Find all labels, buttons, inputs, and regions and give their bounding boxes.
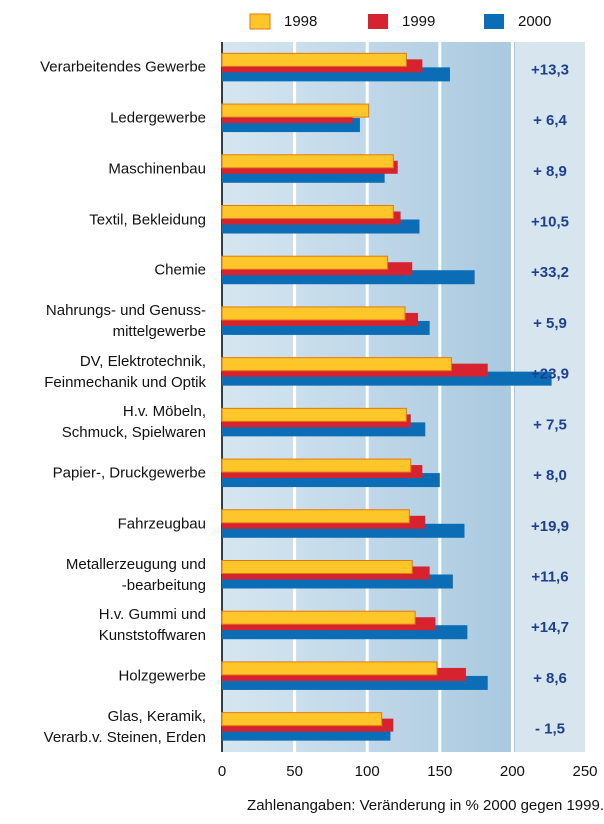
change-label: - 1,5 — [535, 721, 565, 738]
category-label: Glas, Keramik, Verarb.v. Steinen, Erden — [43, 707, 206, 746]
legend-label: 1998 — [284, 13, 317, 30]
bar — [221, 154, 394, 169]
category-label: H.v. Gummi und Kunststoffwaren — [98, 606, 206, 645]
category-label: Nahrungs- und Genuss- mittelgewerbe — [45, 301, 206, 340]
change-label: +19,9 — [531, 518, 569, 535]
category-label: Papier-, Druckgewerbe — [52, 464, 206, 482]
bar — [221, 103, 370, 118]
bar — [221, 255, 389, 270]
bar — [221, 52, 407, 67]
change-label: + 6,4 — [533, 112, 567, 129]
category-label: Textil, Bekleidung — [89, 211, 206, 228]
change-label: + 8,0 — [533, 467, 567, 484]
change-label: + 5,9 — [533, 315, 567, 332]
x-tick-label: 100 — [355, 763, 380, 780]
x-tick-label: 200 — [500, 763, 525, 780]
change-label: +10,5 — [531, 213, 569, 230]
bar — [221, 407, 407, 422]
x-tick-label: 250 — [572, 763, 597, 780]
change-label: +11,6 — [531, 568, 568, 585]
category-label: Maschinenbau — [108, 160, 206, 178]
category-label: Verarbeitendes Gewerbe — [40, 58, 206, 76]
bar — [221, 661, 438, 676]
category-label: Fahrzeugbau — [117, 515, 206, 533]
category-label: Holzgewerbe — [118, 667, 206, 685]
bar — [221, 205, 394, 219]
category-label: Metallerzeugung und -bearbeitung — [65, 555, 206, 594]
x-tick-label: 50 — [286, 763, 303, 780]
bar — [221, 560, 413, 574]
bar — [221, 306, 406, 321]
bar — [221, 509, 410, 524]
bar — [221, 712, 383, 727]
legend-label: 2000 — [518, 13, 551, 30]
change-label: +13,3 — [531, 61, 569, 78]
change-label: + 7,5 — [533, 416, 567, 433]
bar — [221, 458, 412, 473]
x-tick-label: 0 — [218, 763, 226, 780]
footnote: Zahlenangaben: Veränderung in % 2000 geg… — [247, 797, 604, 814]
legend-swatch — [368, 14, 388, 29]
category-label: H.v. Möbeln, Schmuck, Spielwaren — [61, 403, 206, 442]
change-label: +23,9 — [531, 366, 569, 383]
bar — [221, 357, 452, 372]
change-column-background — [515, 42, 585, 752]
bar — [221, 610, 416, 625]
legend-label: 1999 — [402, 13, 435, 30]
change-label: + 8,6 — [533, 670, 567, 687]
change-label: +14,7 — [531, 619, 569, 636]
change-label: +33,2 — [531, 264, 569, 281]
category-label: DV, Elektrotechnik, Feinmechanik und Opt… — [44, 352, 206, 391]
x-tick-label: 150 — [427, 763, 452, 780]
category-label: Ledergewerbe — [110, 109, 206, 127]
legend-swatch — [484, 14, 504, 29]
legend-swatch — [249, 13, 271, 30]
change-label: + 8,9 — [533, 163, 567, 180]
category-label: Chemie — [154, 261, 206, 279]
